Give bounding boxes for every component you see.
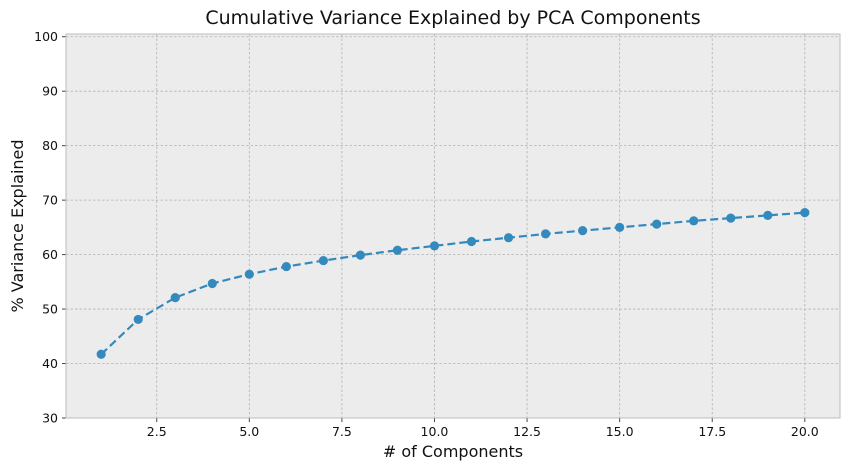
data-point xyxy=(207,278,217,289)
y-tick-label: 80 xyxy=(42,138,58,153)
data-point xyxy=(726,213,736,223)
series-markers xyxy=(96,208,810,359)
plot-background xyxy=(66,34,840,418)
chart-title: Cumulative Variance Explained by PCA Com… xyxy=(205,7,700,29)
y-tick-label: 30 xyxy=(42,411,58,426)
data-point xyxy=(466,236,477,247)
data-point xyxy=(800,208,810,218)
y-tick-label: 70 xyxy=(42,193,58,208)
data-point xyxy=(244,269,254,279)
data-point xyxy=(615,222,625,232)
data-point xyxy=(392,245,403,255)
y-tick-label: 50 xyxy=(42,302,58,317)
y-tick-label: 60 xyxy=(42,247,58,262)
y-tick-label: 100 xyxy=(34,29,58,44)
plot-frame xyxy=(65,33,841,419)
data-point xyxy=(96,349,106,359)
x-tick-label: 7.5 xyxy=(332,424,352,439)
x-tick-label: 17.5 xyxy=(698,424,726,439)
data-point xyxy=(281,261,291,272)
data-point xyxy=(578,226,588,236)
data-point xyxy=(503,233,514,243)
y-tick-label: 90 xyxy=(42,84,58,99)
x-tick-label: 15.0 xyxy=(606,424,634,439)
series-line xyxy=(100,211,805,356)
y-axis-ticks: 30 40 50 60 70 80 90 100 xyxy=(34,29,66,426)
x-tick-label: 20.0 xyxy=(791,424,819,439)
x-tick-label: 10.0 xyxy=(421,424,449,439)
x-axis-label: # of Components xyxy=(383,442,523,461)
y-tick-label: 40 xyxy=(42,356,58,371)
x-tick-label: 5.0 xyxy=(239,424,259,439)
data-point xyxy=(652,219,662,229)
data-point xyxy=(429,241,440,251)
data-point xyxy=(133,314,143,325)
data-point xyxy=(689,216,699,226)
data-point xyxy=(540,229,551,239)
data-point xyxy=(318,255,328,266)
data-point xyxy=(763,210,773,220)
data-point xyxy=(355,250,366,260)
data-point xyxy=(170,293,180,303)
x-tick-label: 2.5 xyxy=(147,424,167,439)
x-axis-ticks: 2.5 5.0 7.5 10.0 12.5 15.0 17.5 20.0 xyxy=(147,418,819,439)
y-axis-label: % Variance Explained xyxy=(8,139,27,312)
x-tick-label: 12.5 xyxy=(513,424,541,439)
